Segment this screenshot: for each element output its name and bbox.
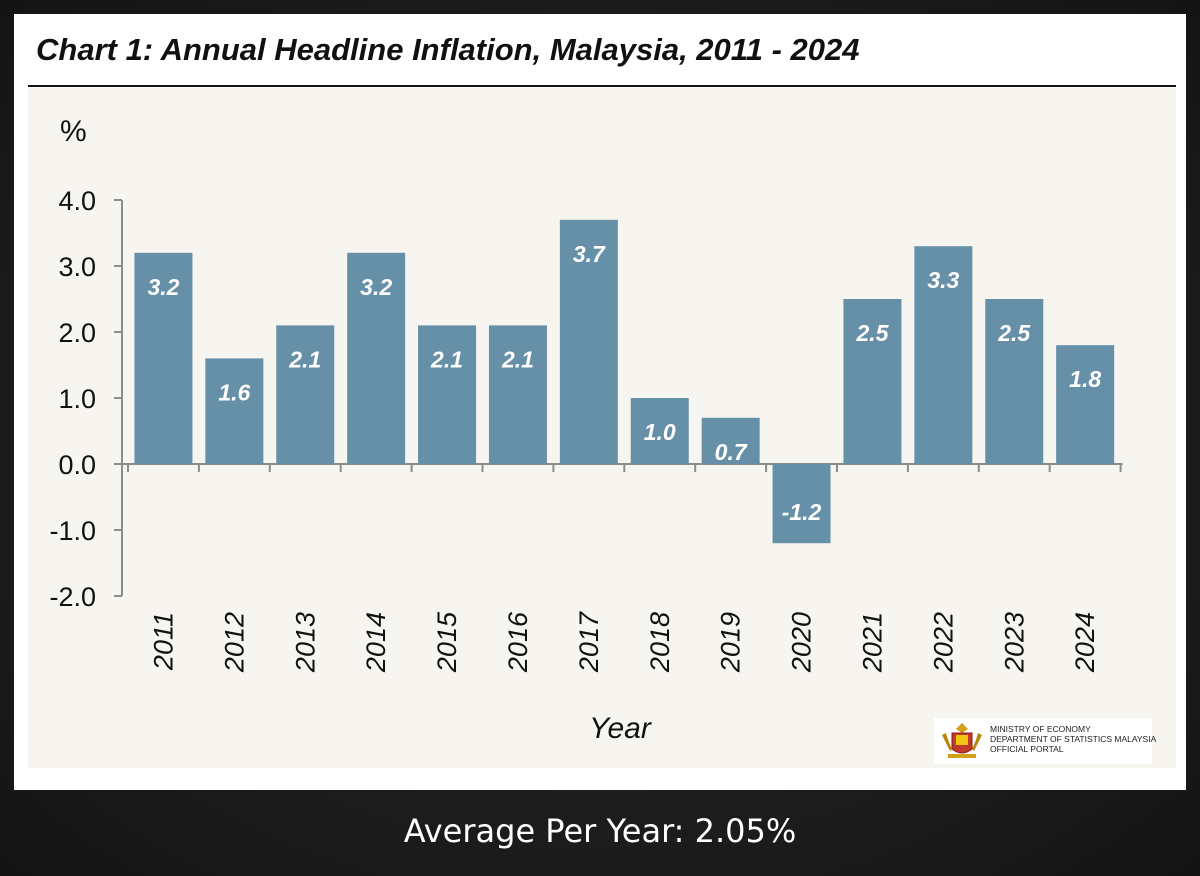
x-tick-label-2023: 2023 <box>999 612 1029 673</box>
data-label-2013: 2.1 <box>288 346 321 372</box>
y-tick-label: 2.0 <box>58 318 96 348</box>
bar-2019 <box>701 417 760 464</box>
x-tick-label-2015: 2015 <box>432 611 462 673</box>
x-tick-label-2014: 2014 <box>361 612 391 673</box>
x-tick-label-2017: 2017 <box>574 611 604 673</box>
x-tick-label-2019: 2019 <box>716 612 746 673</box>
y-tick-label: 4.0 <box>58 186 96 216</box>
chart-title: Chart 1: Annual Headline Inflation, Mala… <box>36 32 860 67</box>
logo-text: MINISTRY OF ECONOMY DEPARTMENT OF STATIS… <box>990 724 1156 754</box>
bar-2024 <box>1056 345 1115 464</box>
data-label-2017: 3.7 <box>573 241 606 267</box>
y-tick-label: -1.0 <box>49 516 96 546</box>
data-label-2024: 1.8 <box>1069 366 1101 392</box>
bar-2013 <box>276 325 335 464</box>
average-caption: Average Per Year: 2.05% <box>403 812 797 850</box>
data-label-2015: 2.1 <box>430 346 463 372</box>
bar-2021 <box>843 299 902 464</box>
coat-of-arms-icon <box>942 723 982 758</box>
y-tick-label: 0.0 <box>58 450 96 480</box>
bar-2022 <box>914 246 973 464</box>
data-label-2020: -1.2 <box>782 499 822 525</box>
data-label-2016: 2.1 <box>501 346 534 372</box>
ministry-logo: MINISTRY OF ECONOMY DEPARTMENT OF STATIS… <box>934 718 1156 764</box>
x-tick-label-2016: 2016 <box>503 611 533 673</box>
bar-2018 <box>630 398 689 464</box>
bar-2014 <box>347 252 406 464</box>
data-label-2011: 3.2 <box>147 274 179 300</box>
bar-2016 <box>488 325 547 464</box>
data-label-2018: 1.0 <box>644 419 676 445</box>
bar-2015 <box>418 325 477 464</box>
x-tick-label-2018: 2018 <box>645 612 675 673</box>
x-tick-label-2021: 2021 <box>857 612 887 673</box>
data-labels: 3.2 2011 1.6 2012 2.1 2013 3.2 2014 2.1 2015 2.1 20… <box>147 241 1101 673</box>
x-tick-label-2012: 2012 <box>219 612 249 673</box>
y-tick-label: -2.0 <box>49 582 96 612</box>
data-label-2023: 2.5 <box>997 320 1031 346</box>
bar-2023 <box>985 299 1044 464</box>
y-tick-label: 3.0 <box>58 252 96 282</box>
x-tick-label-2022: 2022 <box>928 612 958 673</box>
x-axis-title: Year <box>589 712 652 745</box>
x-tick-label-2013: 2013 <box>290 612 320 673</box>
logo-line-department: DEPARTMENT OF STATISTICS MALAYSIA <box>990 734 1157 744</box>
x-tick-label-2011: 2011 <box>148 612 178 671</box>
logo-line-ministry: MINISTRY OF ECONOMY <box>990 724 1091 734</box>
data-label-2019: 0.7 <box>715 439 748 465</box>
bar-2017 <box>559 219 618 464</box>
data-label-2021: 2.5 <box>855 320 889 346</box>
bar-2011 <box>134 252 193 464</box>
data-label-2012: 1.6 <box>218 379 250 405</box>
bars <box>134 219 1115 544</box>
x-tick-label-2020: 2020 <box>787 612 817 673</box>
bar-2020 <box>772 464 831 544</box>
data-label-2022: 3.3 <box>927 267 959 293</box>
y-axis-unit-label: % <box>60 115 87 148</box>
x-tick-label-2024: 2024 <box>1070 612 1100 673</box>
bar-2012 <box>205 358 264 464</box>
y-tick-label: 1.0 <box>58 384 96 414</box>
title-rule <box>28 85 1176 87</box>
logo-line-portal: OFFICIAL PORTAL <box>990 744 1064 754</box>
data-label-2014: 3.2 <box>360 274 392 300</box>
